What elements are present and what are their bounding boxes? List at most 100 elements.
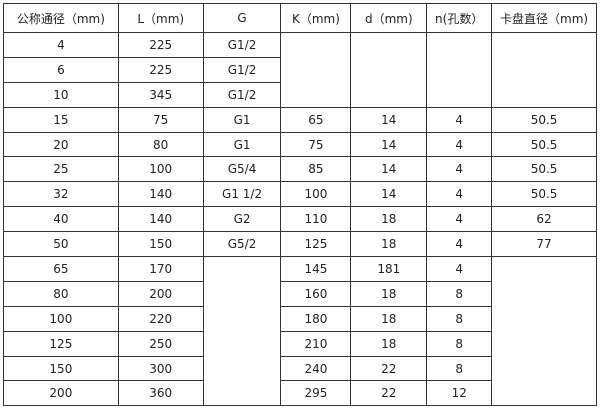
table-row: 10 345 G1/2 (3, 81, 597, 108)
table-row: 50 150 G5/2 125 18 4 77 (3, 231, 597, 258)
cell-d: 22 (350, 380, 428, 407)
cell-length: 140 (117, 206, 204, 233)
cell-thread-g: G1 (202, 106, 282, 133)
cell-nominal-diameter: 40 (3, 206, 119, 233)
cell-chuck-diameter: 50.5 (491, 181, 597, 208)
cell-hole-count: 4 (426, 106, 493, 133)
table-row: 200 360 295 22 12 (3, 380, 597, 407)
header-chuck-diameter: 卡盘直径（mm) (491, 3, 597, 33)
cell-d: 18 (350, 231, 428, 258)
cell-nominal-diameter: 125 (3, 330, 119, 357)
cell-hole-count: 8 (426, 280, 493, 307)
cell-nominal-diameter: 65 (3, 256, 119, 282)
table-row: 80 200 160 18 8 (3, 280, 597, 307)
cell-nominal-diameter: 4 (3, 32, 119, 58)
cell-k: 75 (280, 131, 352, 158)
cell-length: 200 (117, 280, 204, 307)
cell-d: 14 (350, 106, 428, 133)
cell-chuck-diameter (491, 32, 597, 108)
cell-nominal-diameter: 200 (3, 380, 119, 407)
cell-nominal-diameter: 150 (3, 355, 119, 382)
cell-thread-g: G1 1/2 (202, 181, 282, 208)
cell-nominal-diameter: 15 (3, 106, 119, 133)
cell-hole-count: 8 (426, 355, 493, 382)
cell-d (350, 32, 428, 108)
table-row: 25 100 G5/4 85 14 4 50.5 (3, 156, 597, 183)
cell-k: 160 (280, 280, 352, 307)
cell-chuck-diameter: 50.5 (491, 131, 597, 158)
cell-nominal-diameter: 100 (3, 305, 119, 332)
cell-length: 140 (117, 181, 204, 208)
cell-hole-count: 12 (426, 380, 493, 407)
cell-k: 145 (280, 256, 352, 282)
cell-length: 80 (117, 131, 204, 158)
table-row: 32 140 G1 1/2 100 14 4 50.5 (3, 181, 597, 208)
table-row: 150 300 240 22 8 (3, 355, 597, 382)
cell-length: 220 (117, 305, 204, 332)
header-length: L（mm) (117, 3, 204, 33)
cell-thread-g: G2 (202, 206, 282, 233)
table-row: 65 170 145 181 4 (3, 256, 597, 407)
table-row: 40 140 G2 110 18 4 62 (3, 206, 597, 233)
cell-d: 18 (350, 305, 428, 332)
cell-d: 22 (350, 355, 428, 382)
cell-length: 360 (117, 380, 204, 407)
cell-hole-count: 4 (426, 256, 493, 282)
cell-thread-g: G1/2 (202, 81, 282, 108)
table-row: 4 225 G1/2 (3, 32, 597, 108)
cell-nominal-diameter: 80 (3, 280, 119, 307)
cell-k: 125 (280, 231, 352, 258)
cell-length: 225 (117, 56, 204, 83)
cell-length: 225 (117, 32, 204, 58)
cell-d: 14 (350, 181, 428, 208)
cell-k: 295 (280, 380, 352, 407)
cell-thread-g (202, 256, 282, 407)
cell-k: 240 (280, 355, 352, 382)
cell-k (280, 32, 352, 108)
cell-hole-count: 4 (426, 181, 493, 208)
cell-hole-count: 8 (426, 330, 493, 357)
cell-length: 345 (117, 81, 204, 108)
cell-k: 65 (280, 106, 352, 133)
cell-k: 85 (280, 156, 352, 183)
cell-length: 100 (117, 156, 204, 183)
cell-nominal-diameter: 20 (3, 131, 119, 158)
cell-nominal-diameter: 32 (3, 181, 119, 208)
cell-chuck-diameter: 77 (491, 231, 597, 258)
cell-length: 150 (117, 231, 204, 258)
cell-nominal-diameter: 50 (3, 231, 119, 258)
cell-thread-g: G1 (202, 131, 282, 158)
cell-k: 210 (280, 330, 352, 357)
cell-chuck-diameter: 50.5 (491, 156, 597, 183)
table-row: 15 75 G1 65 14 4 50.5 (3, 106, 597, 133)
cell-length: 75 (117, 106, 204, 133)
cell-thread-g: G1/2 (202, 32, 282, 58)
cell-hole-count: 4 (426, 231, 493, 258)
cell-nominal-diameter: 6 (3, 56, 119, 83)
cell-hole-count: 4 (426, 156, 493, 183)
table-row: 20 80 G1 75 14 4 50.5 (3, 131, 597, 158)
cell-length: 250 (117, 330, 204, 357)
cell-thread-g: G1/2 (202, 56, 282, 83)
cell-nominal-diameter: 10 (3, 81, 119, 108)
header-nominal-diameter: 公称通径（mm) (3, 3, 119, 33)
cell-d: 18 (350, 330, 428, 357)
cell-k: 180 (280, 305, 352, 332)
cell-d: 14 (350, 156, 428, 183)
cell-thread-g: G5/2 (202, 231, 282, 258)
cell-hole-count (426, 32, 493, 108)
cell-chuck-diameter: 50.5 (491, 106, 597, 133)
cell-k: 110 (280, 206, 352, 233)
cell-d: 181 (350, 256, 428, 282)
header-k: K（mm) (280, 3, 352, 33)
cell-d: 14 (350, 131, 428, 158)
cell-length: 300 (117, 355, 204, 382)
cell-thread-g: G5/4 (202, 156, 282, 183)
header-d: d（mm) (350, 3, 428, 33)
cell-nominal-diameter: 25 (3, 156, 119, 183)
cell-chuck-diameter (491, 256, 597, 407)
cell-hole-count: 4 (426, 206, 493, 233)
cell-chuck-diameter: 62 (491, 206, 597, 233)
table-row: 125 250 210 18 8 (3, 330, 597, 357)
cell-length: 170 (117, 256, 204, 282)
